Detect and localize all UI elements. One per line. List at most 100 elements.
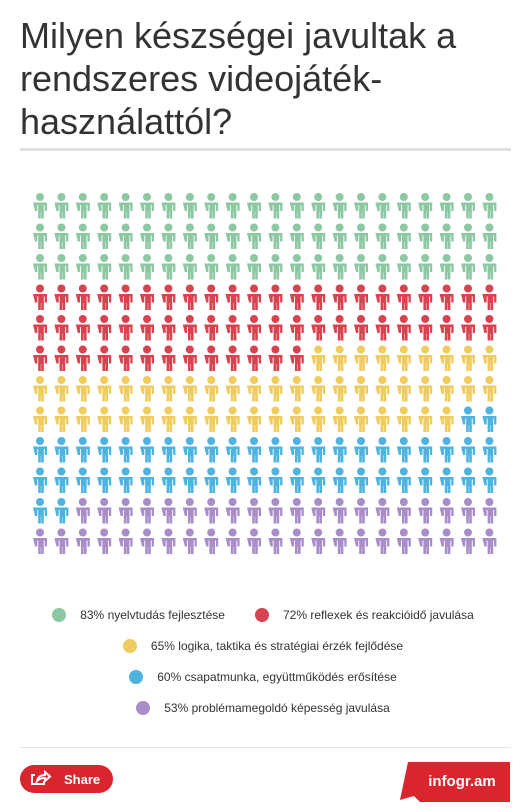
icon-head: [143, 284, 151, 293]
person-icon: [161, 528, 176, 554]
icon-head: [314, 528, 323, 537]
icon-head: [485, 498, 494, 506]
icon-head: [78, 498, 87, 506]
icon-head: [464, 467, 472, 476]
icon-head: [357, 528, 365, 537]
icon-body: [75, 416, 90, 432]
icon-head: [121, 467, 130, 476]
icon-body: [247, 538, 261, 554]
icon-head: [78, 284, 87, 293]
icon-head: [57, 223, 66, 232]
icon-body: [439, 416, 454, 432]
icon-head: [464, 315, 472, 323]
icon-body: [311, 477, 326, 493]
person-icon: [332, 437, 347, 463]
icon-body: [118, 355, 133, 371]
icon-body: [482, 355, 497, 371]
icon-head: [292, 254, 301, 262]
icon-head: [36, 254, 44, 262]
icon-body: [75, 202, 90, 219]
person-icon: [289, 467, 304, 493]
icon-head: [357, 498, 365, 506]
person-icon: [97, 254, 112, 280]
icon-head: [164, 437, 173, 445]
person-icon: [354, 223, 368, 249]
legend-item: 65% logika, taktika és stratégiai érzék …: [122, 637, 403, 655]
person-icon: [182, 376, 197, 402]
person-icon: [268, 223, 283, 249]
icon-body: [439, 446, 454, 463]
icon-head: [57, 528, 66, 537]
icon-body: [204, 324, 219, 341]
person-icon: [118, 284, 133, 310]
person-icon: [332, 345, 347, 371]
icon-head: [36, 406, 44, 415]
icon-head: [164, 284, 173, 293]
brand-logo[interactable]: infogr.am: [400, 760, 512, 804]
icon-head: [357, 406, 365, 415]
icon-head: [78, 315, 87, 323]
icon-body: [54, 233, 69, 249]
icon-body: [439, 538, 454, 554]
person-icon: [418, 223, 433, 249]
icon-body: [204, 507, 219, 524]
icon-body: [439, 477, 454, 493]
person-icon: [247, 498, 261, 524]
icon-head: [100, 467, 109, 476]
icon-head: [207, 315, 216, 323]
person-icon: [247, 467, 261, 493]
icon-body: [396, 294, 411, 310]
icon-body: [268, 538, 283, 554]
icon-body: [204, 294, 219, 310]
person-icon: [268, 498, 283, 524]
person-icon: [311, 406, 326, 432]
icon-head: [378, 467, 387, 476]
icon-body: [118, 202, 133, 219]
icon-body: [97, 477, 112, 493]
icon-head: [357, 284, 365, 293]
person-icon: [354, 193, 368, 219]
share-button[interactable]: Share: [20, 765, 113, 793]
person-icon: [482, 437, 497, 463]
icon-head: [271, 223, 280, 232]
icon-body: [247, 202, 261, 219]
person-icon: [289, 406, 304, 432]
person-icon: [182, 345, 197, 371]
icon-head: [100, 498, 109, 506]
person-icon: [75, 223, 90, 249]
icon-head: [292, 498, 301, 506]
icon-head: [335, 437, 344, 445]
icon-body: [118, 538, 133, 554]
person-icon: [439, 345, 454, 371]
person-icon: [97, 467, 112, 493]
legend-label: csapatmunka, együttműködés erősítése: [184, 670, 397, 684]
icon-body: [75, 263, 90, 280]
person-icon: [268, 315, 283, 341]
icon-body: [354, 355, 368, 371]
icon-body: [247, 385, 261, 402]
icon-body: [482, 507, 497, 524]
person-icon: [332, 254, 347, 280]
icon-head: [57, 467, 66, 476]
person-icon: [418, 193, 433, 219]
person-icon: [75, 345, 90, 371]
icon-head: [207, 528, 216, 537]
icon-head: [421, 315, 430, 323]
person-icon: [396, 223, 411, 249]
icon-body: [268, 355, 283, 371]
person-icon: [225, 467, 240, 493]
person-icon: [247, 223, 261, 249]
person-icon: [54, 223, 69, 249]
person-icon: [375, 254, 390, 280]
person-icon: [247, 193, 261, 219]
person-icon: [418, 284, 433, 310]
person-icon: [118, 345, 133, 371]
icon-body: [289, 202, 304, 219]
icon-head: [357, 376, 365, 384]
icon-body: [33, 202, 47, 219]
icon-head: [121, 315, 130, 323]
icon-body: [204, 355, 219, 371]
person-icon: [33, 467, 47, 493]
icon-body: [354, 294, 368, 310]
icon-head: [57, 193, 66, 201]
